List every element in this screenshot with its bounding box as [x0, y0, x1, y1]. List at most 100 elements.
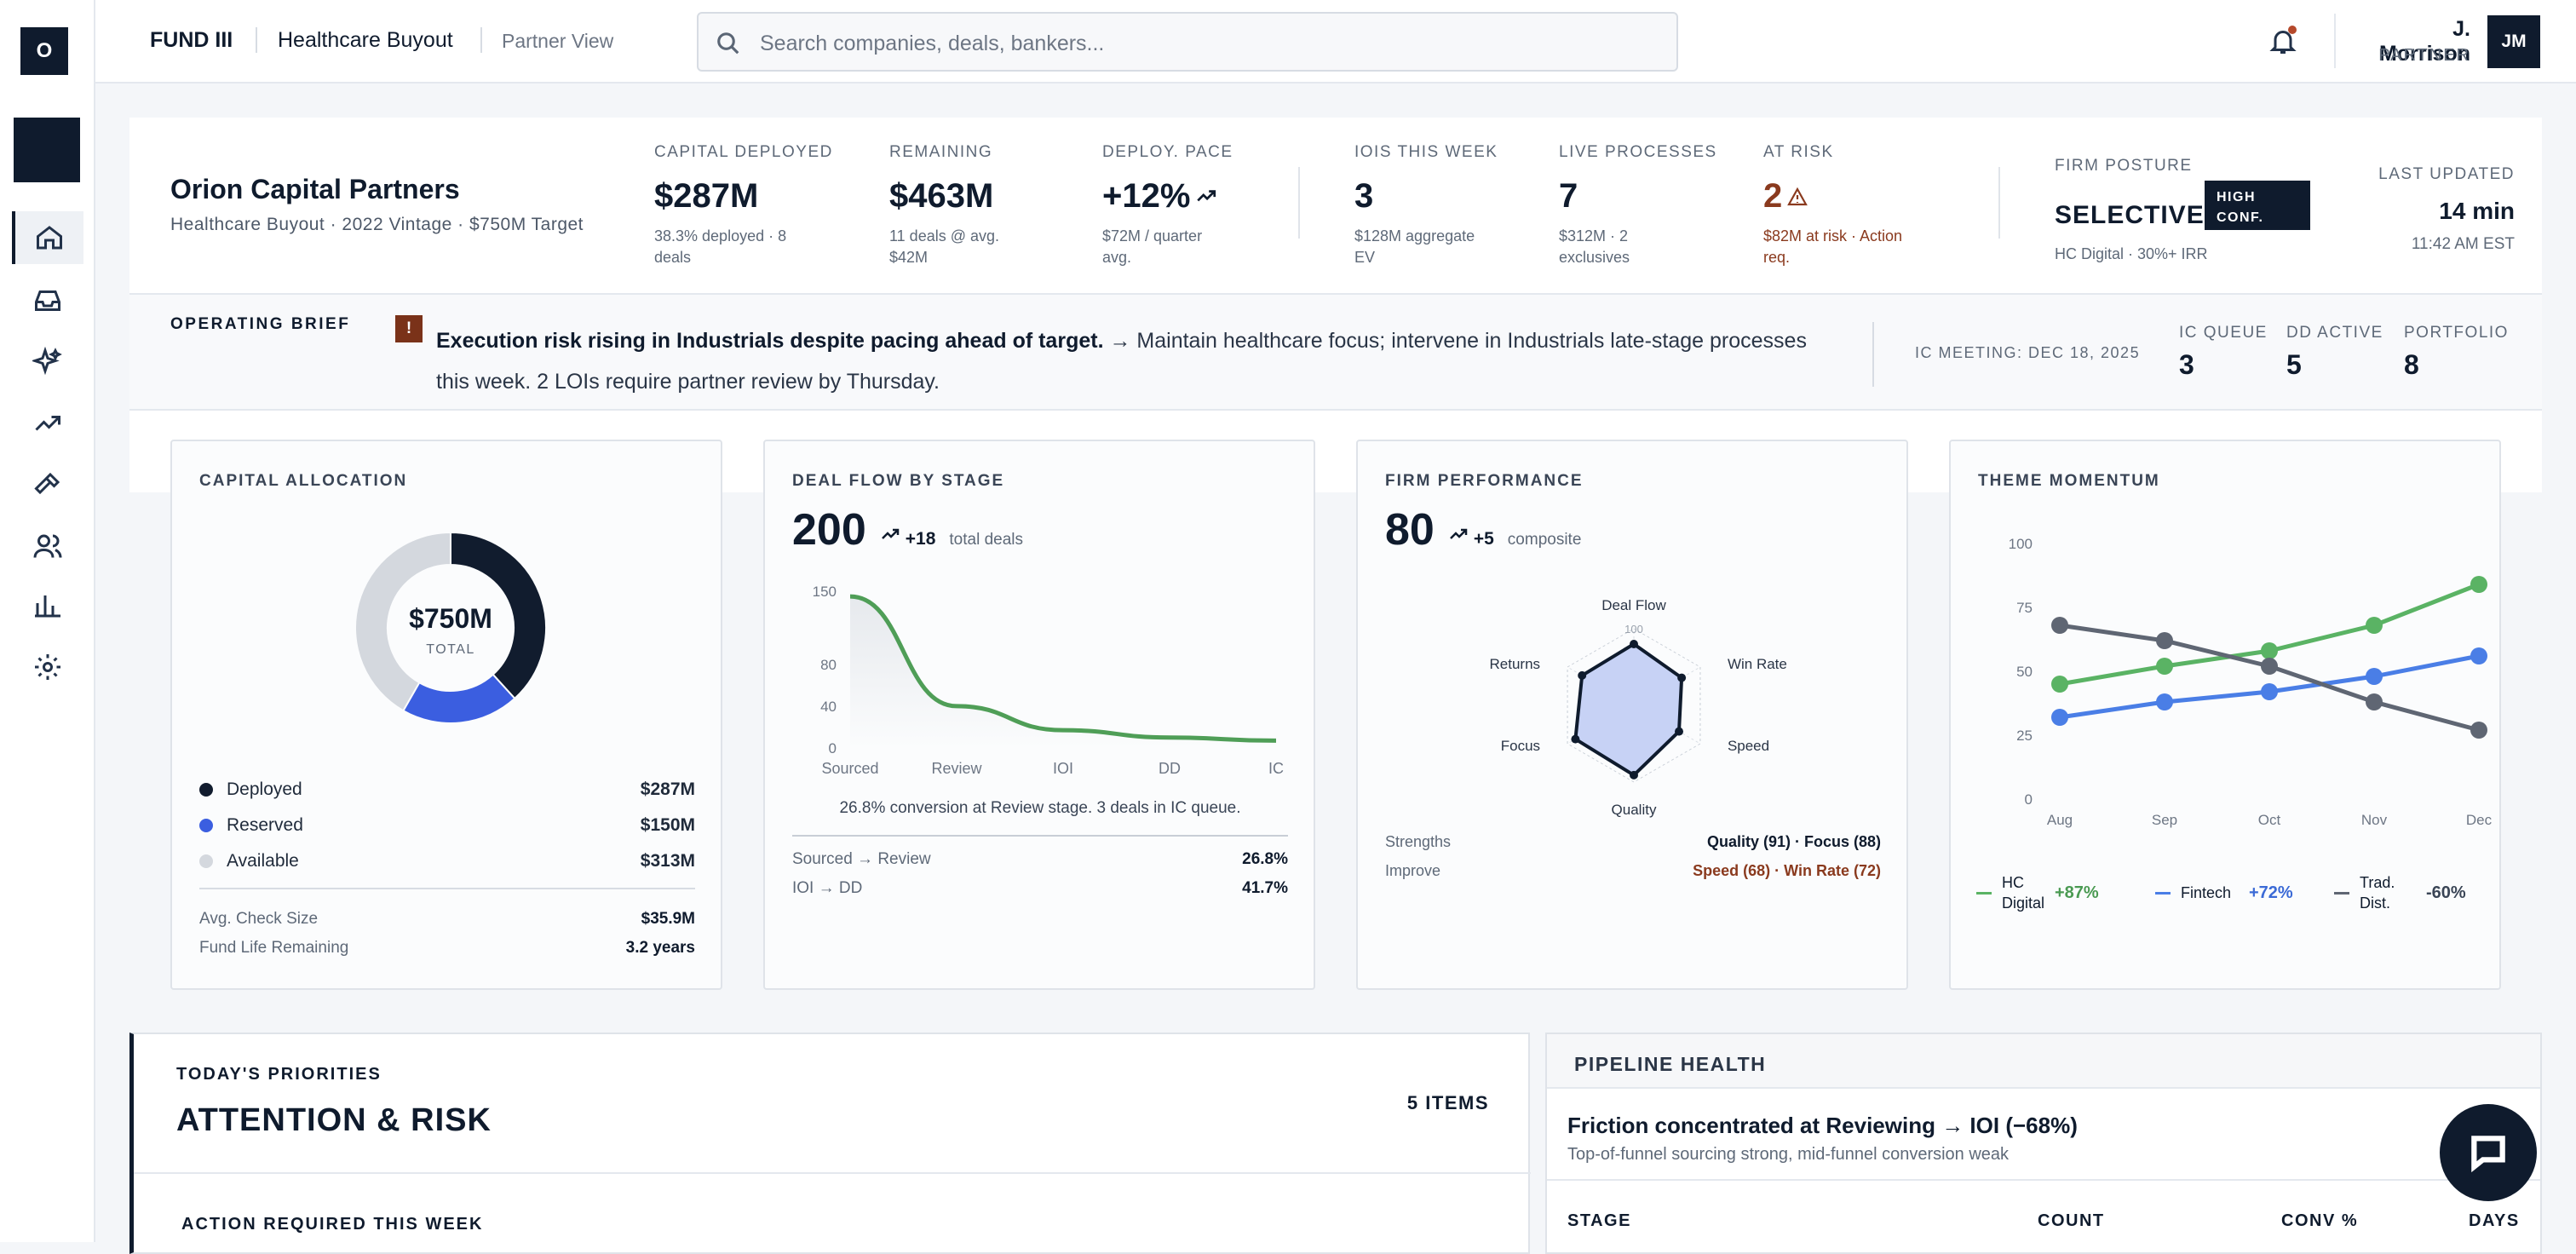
divider [1872, 322, 1874, 387]
legend-item[interactable]: Trad. Dist. -60% [2334, 872, 2487, 913]
x-tick-label: IC [1268, 760, 1284, 777]
stat-dd-active[interactable]: DD ACTIVE 5 [2286, 324, 2383, 380]
metric-unit: total deals [949, 531, 1024, 549]
kpi-remaining[interactable]: REMAINING $463M 11 deals @ avg. $42M [889, 143, 1060, 267]
card-title: CAPITAL ALLOCATION [199, 472, 408, 490]
kpi-value: $287M [654, 177, 759, 215]
donut-total: $750M [409, 603, 492, 634]
kpi-sub: 11 deals @ avg. [889, 227, 1000, 244]
firm-subtitle: Healthcare Buyout · 2022 Vintage · $750M… [170, 215, 584, 234]
gear-icon[interactable] [12, 641, 83, 693]
capital-allocation-card[interactable]: CAPITAL ALLOCATION $750M TOTAL Deployed $… [170, 440, 722, 990]
user-name[interactable]: J. Morrison [2379, 17, 2470, 66]
notification-dot [2288, 26, 2297, 34]
chat-button[interactable] [2440, 1104, 2537, 1201]
users-icon[interactable] [12, 520, 83, 572]
deal-flow-card[interactable]: DEAL FLOW BY STAGE 200 +18 total deals 0… [763, 440, 1315, 990]
search-input[interactable]: Search companies, deals, bankers... [697, 12, 1678, 72]
radar-label: Deal Flow [1601, 597, 1666, 613]
inbox-icon[interactable] [12, 274, 83, 327]
top-bar: FUND III Healthcare Buyout Partner View … [0, 0, 2576, 83]
workspace-tile[interactable] [14, 118, 80, 182]
stat-ic-queue[interactable]: IC QUEUE 3 [2179, 324, 2268, 380]
radar-label: Quality [1612, 802, 1657, 818]
series-point [2156, 658, 2173, 675]
app-logo[interactable]: O [20, 27, 68, 75]
series-point [2051, 676, 2068, 693]
pipeline-health-panel: PIPELINE HEALTH Friction concentrated at… [1545, 1033, 2542, 1254]
y-tick-label: 40 [820, 699, 837, 715]
metric-unit: composite [1507, 531, 1582, 549]
kpi-at-risk[interactable]: AT RISK 2 $82M at risk · Action req. [1763, 143, 1959, 267]
y-tick-label: 100 [2009, 536, 2033, 552]
home-icon[interactable] [12, 211, 83, 264]
col-stage[interactable]: STAGE [1567, 1211, 1631, 1230]
fund-label[interactable]: FUND III [150, 28, 233, 52]
firm-posture[interactable]: FIRM POSTURE SELECTIVE HIGH CONF. HC Digi… [2055, 157, 2327, 263]
operating-brief: OPERATING BRIEF ! Execution risk rising … [129, 293, 2542, 411]
radar-point-speed [1675, 727, 1684, 736]
sparkle-icon[interactable] [12, 336, 83, 388]
nav-rail: O [0, 0, 95, 1242]
radar-point-returns [1578, 670, 1587, 680]
divider [134, 1172, 1531, 1174]
series-point [2470, 722, 2487, 739]
x-tick-label: Oct [2258, 812, 2281, 828]
kpi-sub: EV [1354, 249, 1376, 266]
kpi-sub: exclusives [1559, 249, 1630, 266]
trend-icon[interactable] [12, 397, 83, 450]
avatar[interactable]: JM [2487, 15, 2540, 68]
series-point [2156, 632, 2173, 649]
legend-row[interactable]: Available $313M [199, 843, 695, 879]
confidence-badge: HIGH CONF. [2205, 181, 2310, 230]
kpi-sub: 38.3% deployed · 8 [654, 227, 787, 244]
divider [2334, 14, 2336, 68]
updated-label: LAST UPDATED [2378, 165, 2515, 183]
kpi-value: $463M [889, 177, 994, 215]
hammer-icon[interactable] [12, 458, 83, 511]
bar-chart-icon[interactable] [12, 579, 83, 632]
firm-performance-card[interactable]: FIRM PERFORMANCE 80 +5 composite 035100D… [1356, 440, 1908, 990]
strategy-label[interactable]: Healthcare Buyout [278, 28, 453, 52]
kpi-sub: avg. [1102, 249, 1132, 266]
radar-point-quality [1630, 770, 1638, 779]
col-count[interactable]: COUNT [2038, 1211, 2105, 1230]
radar-label: Returns [1490, 656, 1541, 672]
legend-item[interactable]: Fintech +72% [2155, 883, 2334, 903]
last-updated: LAST UPDATED 14 min 11:42 AM EST [2344, 165, 2515, 254]
brief-headline: Execution risk rising in Industrials des… [436, 329, 1104, 353]
donut-slice-deployed [450, 531, 547, 700]
kpi-live-processes[interactable]: LIVE PROCESSES 7 $312M · 2 exclusives [1559, 143, 1738, 267]
bell-icon[interactable] [2268, 26, 2298, 56]
metric-delta: +5 [1473, 529, 1494, 549]
view-label[interactable]: Partner View [502, 30, 614, 52]
radar-tick-label: 100 [1624, 623, 1643, 636]
search-icon [717, 32, 739, 55]
col-conv[interactable]: CONV % [2281, 1211, 2359, 1230]
kpi-label: DEPLOY. PACE [1102, 143, 1233, 161]
stat-portfolio[interactable]: PORTFOLIO 8 [2404, 324, 2509, 380]
y-tick-label: 25 [2016, 728, 2033, 744]
radar-point-focus [1571, 734, 1580, 744]
theme-momentum-card[interactable]: THEME MOMENTUM 0 25 50 75 100 Aug Sep Oct Nov Dec… [1949, 440, 2501, 990]
legend-row[interactable]: Deployed $287M [199, 772, 695, 808]
posture-label: FIRM POSTURE [2055, 157, 2193, 175]
y-tick-label: 150 [813, 584, 837, 600]
kpi-deploy-pace[interactable]: DEPLOY. PACE +12% $72M / quarter avg. [1102, 143, 1273, 267]
metric-row: Avg. Check Size $35.9M [199, 910, 695, 928]
legend-item[interactable]: HC Digital +87% [1976, 872, 2155, 913]
pipeline-title: PIPELINE HEALTH [1574, 1053, 1767, 1075]
performance-headline: 80 +5 composite [1385, 504, 1581, 555]
col-days[interactable]: DAYS [2469, 1211, 2520, 1230]
legend-row[interactable]: Reserved $150M [199, 808, 695, 843]
kpi-capital-deployed[interactable]: CAPITAL DEPLOYED $287M 38.3% deployed · … [654, 143, 842, 267]
momentum-legend: HC Digital +87% Fintech +72% Trad. Dist. -60% [1976, 872, 2487, 913]
divider [1547, 1179, 2540, 1181]
metric-value: 80 [1385, 505, 1435, 555]
divider [256, 27, 257, 53]
deal-flow-note: 26.8% conversion at Review stage. 3 deal… [839, 799, 1241, 817]
posture-value: SELECTIVE [2055, 201, 2205, 229]
priorities-title: ATTENTION & RISK [176, 1102, 492, 1138]
kpi-iois[interactable]: IOIS THIS WEEK 3 $128M aggregate EV [1354, 143, 1533, 267]
x-tick-label: Review [931, 760, 982, 777]
